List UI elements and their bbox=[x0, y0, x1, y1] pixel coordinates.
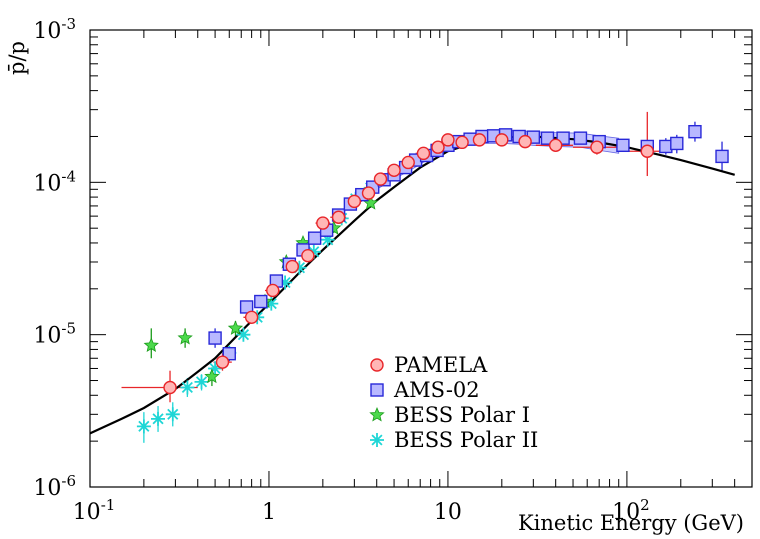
pamela-point bbox=[495, 133, 509, 147]
y-tick-label: 10-5 bbox=[33, 320, 76, 349]
bess-polar-i-point bbox=[204, 368, 220, 384]
ams-02-point bbox=[670, 136, 684, 151]
bess-polar-i-point bbox=[177, 330, 193, 345]
bess-polar-ii-point bbox=[136, 419, 151, 434]
bess-polar-ii-point bbox=[320, 232, 335, 247]
bess-polar-ii-point bbox=[194, 374, 209, 389]
axis-tick-labels: 10-1 1 10 102 10-6 10-5 10-4 10-3 bbox=[33, 15, 649, 525]
ams-02-point bbox=[254, 294, 268, 309]
ams-02-point bbox=[715, 149, 729, 164]
pamela-point bbox=[518, 134, 532, 149]
x-tick-label: 10-1 bbox=[73, 496, 116, 525]
pamela-point bbox=[640, 144, 654, 158]
y-tick-label: 10-6 bbox=[33, 472, 76, 501]
pamela-point bbox=[387, 163, 401, 177]
x-tick-label: 1 bbox=[262, 500, 276, 525]
pamela-point bbox=[285, 259, 299, 274]
pamela-point bbox=[301, 248, 315, 263]
legend-label-bess-polar-i: BESS Polar I bbox=[394, 403, 530, 427]
pamela-point bbox=[331, 210, 346, 224]
pamela-point bbox=[373, 172, 388, 186]
legend-marker-ams-02 bbox=[370, 383, 384, 397]
data-markers bbox=[136, 124, 729, 434]
pamela-point bbox=[215, 355, 230, 369]
bess-polar-i-point bbox=[143, 337, 159, 352]
ams-02-point bbox=[659, 139, 673, 154]
legend-marker-bess-polar-i bbox=[369, 406, 385, 422]
pamela-point bbox=[431, 140, 445, 154]
pamela-point bbox=[548, 138, 563, 153]
pamela-point bbox=[590, 140, 604, 154]
pamela-point bbox=[266, 283, 280, 298]
ams-02-point bbox=[688, 124, 702, 139]
x-tick-label: 10 bbox=[434, 500, 462, 525]
legend-marker-bess-polar-ii bbox=[370, 433, 384, 447]
pamela-point bbox=[455, 135, 469, 150]
bess-polar-ii-point bbox=[278, 275, 293, 290]
y-axis-title: p̄/p bbox=[5, 41, 29, 75]
bess-polar-ii-point bbox=[292, 260, 307, 275]
ams-02-point bbox=[307, 231, 322, 245]
pamela-point bbox=[361, 186, 376, 200]
bess-polar-ii-point bbox=[306, 244, 321, 259]
bess-polar-ii-point bbox=[208, 361, 223, 376]
y-tick-label: 10-4 bbox=[33, 167, 76, 196]
pamela-point bbox=[163, 380, 177, 395]
bess-polar-i-point bbox=[227, 320, 244, 335]
ams-02-point bbox=[616, 138, 630, 153]
legend-marker-pamela bbox=[370, 358, 384, 372]
axis-ticks bbox=[89, 29, 753, 488]
bess-polar-ii-point bbox=[165, 407, 180, 422]
bess-polar-ii-point bbox=[236, 327, 251, 342]
plot-frame bbox=[89, 29, 753, 488]
bess-polar-ii-point bbox=[264, 296, 279, 311]
pamela-point bbox=[316, 216, 330, 230]
pamela-point bbox=[441, 133, 455, 147]
legend-label-pamela: PAMELA bbox=[394, 353, 488, 377]
bess-polar-ii-point bbox=[151, 411, 165, 426]
ams-02-point bbox=[208, 331, 222, 345]
pamela-point bbox=[472, 133, 487, 147]
ams-02-point bbox=[573, 131, 588, 145]
x-axis-title: Kinetic Energy (GeV) bbox=[518, 511, 744, 535]
pamela-point bbox=[401, 155, 415, 170]
legend-label-bess-polar-ii: BESS Polar II bbox=[394, 428, 538, 452]
bess-polar-ii-point bbox=[180, 380, 195, 395]
legend-label-ams-02: AMS-02 bbox=[393, 378, 480, 402]
pamela-point bbox=[244, 310, 259, 325]
pamela-point bbox=[347, 194, 362, 209]
x-tick-label: 102 bbox=[612, 496, 650, 525]
pamela-point bbox=[416, 146, 431, 161]
y-tick-label: 10-3 bbox=[33, 15, 76, 44]
